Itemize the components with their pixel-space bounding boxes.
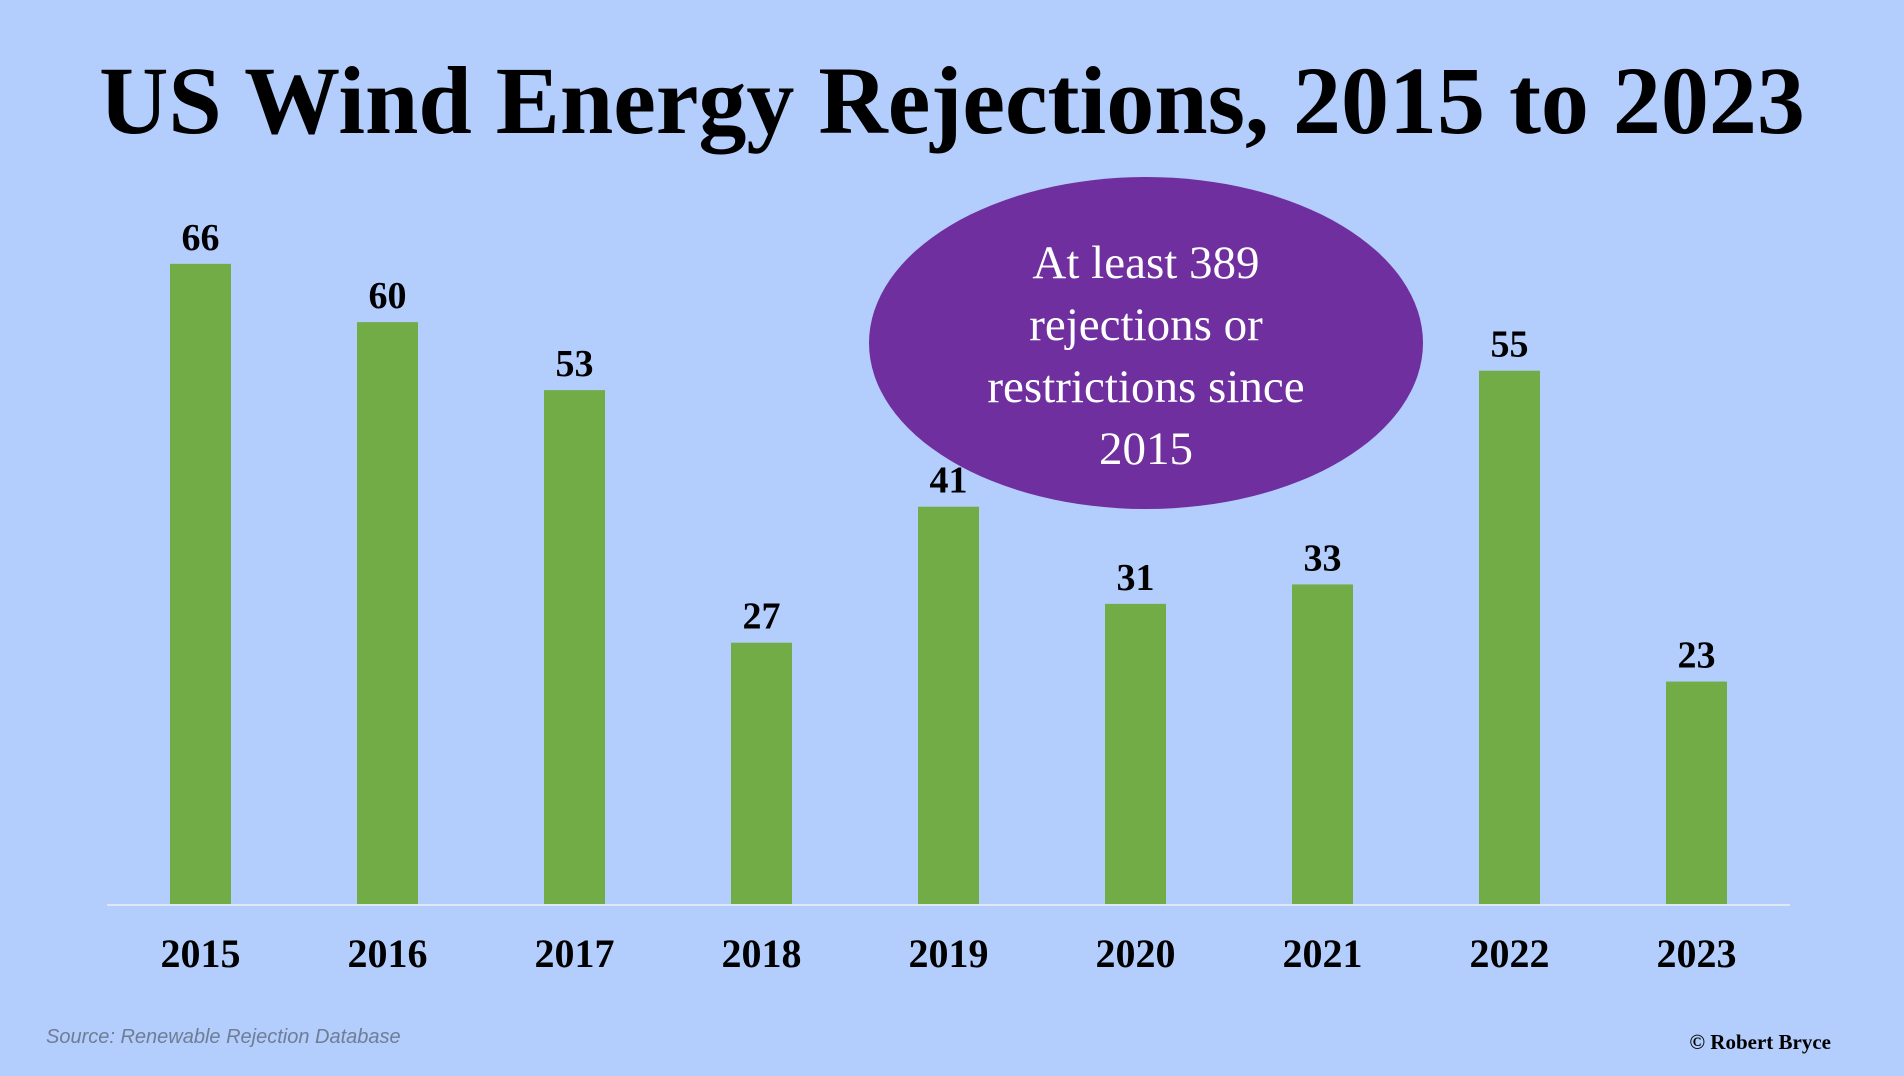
bar-2017 (544, 390, 605, 906)
bar-2018 (731, 642, 792, 905)
bar-2022 (1479, 370, 1540, 905)
data-label-2020: 31 (1117, 557, 1155, 599)
callout-text: At least 389 rejections or restrictions … (987, 237, 1305, 475)
bar-2020 (1105, 603, 1166, 905)
bar-2019 (918, 506, 979, 905)
bar-2023 (1666, 681, 1727, 905)
x-tick-2019: 2019 (909, 931, 989, 976)
chart-title: US Wind Energy Rejections, 2015 to 2023 (99, 47, 1805, 154)
source-note: Source: Renewable Rejection Database (46, 1026, 401, 1048)
data-label-2016: 60 (369, 275, 407, 317)
x-tick-2016: 2016 (348, 931, 428, 976)
copyright-credit: © Robert Bryce (1689, 1030, 1831, 1054)
data-label-2022: 55 (1491, 324, 1529, 366)
x-tick-2020: 2020 (1096, 931, 1176, 976)
data-label-2023: 23 (1678, 635, 1716, 677)
value-labels: 66 60 53 27 41 31 33 55 23 (182, 217, 1716, 677)
x-tick-labels: 2015 2016 2017 2018 2019 2020 2021 2022 2023 (161, 931, 1737, 976)
data-label-2021: 33 (1304, 537, 1342, 579)
data-label-2019: 41 (930, 460, 968, 502)
bar-2015 (170, 263, 231, 905)
data-label-2018: 27 (743, 596, 781, 638)
bars-group (170, 263, 1727, 906)
x-tick-2021: 2021 (1283, 931, 1363, 976)
x-tick-2017: 2017 (535, 931, 615, 976)
x-tick-2018: 2018 (722, 931, 802, 976)
x-tick-2022: 2022 (1470, 931, 1550, 976)
x-tick-2023: 2023 (1657, 931, 1737, 976)
x-tick-2015: 2015 (161, 931, 241, 976)
data-label-2015: 66 (182, 217, 220, 259)
bar-2021 (1292, 584, 1353, 905)
bar-2016 (357, 322, 418, 906)
callout-bubble (869, 177, 1423, 509)
data-label-2017: 53 (556, 343, 594, 385)
